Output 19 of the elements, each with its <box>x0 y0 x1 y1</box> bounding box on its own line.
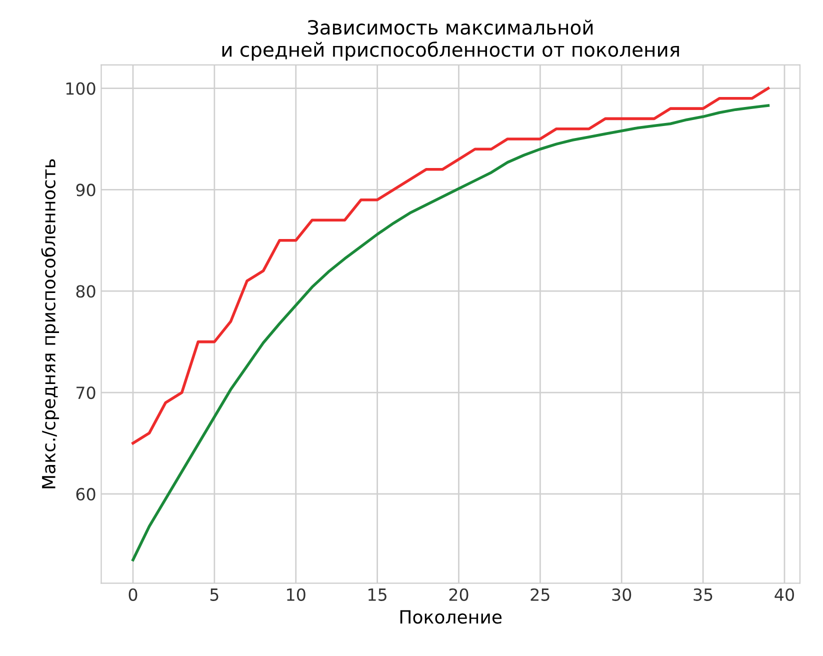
y-tick-label: 70 <box>76 386 96 400</box>
y-tick-label: 100 <box>66 82 96 95</box>
x-tick-label: 35 <box>694 588 712 601</box>
x-tick-label: 15 <box>368 588 386 601</box>
x-tick-label: 5 <box>210 588 218 601</box>
x-tick-label: 25 <box>530 588 550 601</box>
x-axis-title: Поколение <box>400 610 502 624</box>
x-tick-label: 10 <box>287 588 306 601</box>
y-tick-label: 60 <box>76 488 96 501</box>
x-tick-label: 0 <box>128 588 138 601</box>
line-series <box>132 86 770 445</box>
line-series <box>132 104 770 562</box>
y-axis-title: Макс./средняя приспособленность <box>41 159 59 488</box>
x-tick-label: 40 <box>774 588 794 601</box>
x-tick-label: 30 <box>612 588 632 601</box>
x-tick-label: 20 <box>449 588 468 601</box>
chart-title: Зависимость максимальной и средней приспособленности от поколения <box>222 20 679 61</box>
y-tick-label: 90 <box>76 184 96 196</box>
y-tick-label: 80 <box>76 285 96 298</box>
